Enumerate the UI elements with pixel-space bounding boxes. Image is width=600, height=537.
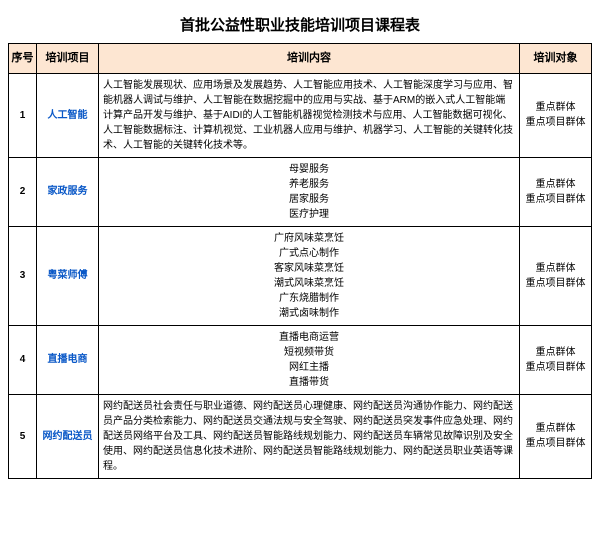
content-line: 客家风味菜烹饪 [103, 261, 515, 276]
header-content: 培训内容 [99, 44, 520, 74]
table-row: 4直播电商直播电商运营短视频带货网红主播直播带货重点群体重点项目群体 [9, 325, 592, 394]
course-table: 序号 培训项目 培训内容 培训对象 1人工智能人工智能发展现状、应用场景及发展趋… [8, 43, 592, 479]
cell-project: 网约配送员 [37, 394, 99, 478]
target-line: 重点项目群体 [524, 115, 587, 130]
cell-target: 重点群体重点项目群体 [520, 157, 592, 226]
target-line: 重点项目群体 [524, 276, 587, 291]
content-line: 直播带货 [103, 375, 515, 390]
cell-content: 人工智能发展现状、应用场景及发展趋势、人工智能应用技术、人工智能深度学习与应用、… [99, 73, 520, 157]
cell-seq: 1 [9, 73, 37, 157]
cell-target: 重点群体重点项目群体 [520, 394, 592, 478]
cell-content: 母婴服务养老服务居家服务医疗护理 [99, 157, 520, 226]
cell-target: 重点群体重点项目群体 [520, 325, 592, 394]
page-title: 首批公益性职业技能培训项目课程表 [8, 8, 592, 43]
header-project: 培训项目 [37, 44, 99, 74]
header-seq: 序号 [9, 44, 37, 74]
table-row: 1人工智能人工智能发展现状、应用场景及发展趋势、人工智能应用技术、人工智能深度学… [9, 73, 592, 157]
cell-seq: 4 [9, 325, 37, 394]
target-line: 重点群体 [524, 100, 587, 115]
content-line: 网约配送员社会责任与职业道德、网约配送员心理健康、网约配送员沟通协作能力、网约配… [103, 399, 515, 474]
cell-project: 粤菜师傅 [37, 226, 99, 325]
content-line: 人工智能发展现状、应用场景及发展趋势、人工智能应用技术、人工智能深度学习与应用、… [103, 78, 515, 153]
cell-target: 重点群体重点项目群体 [520, 73, 592, 157]
header-target: 培训对象 [520, 44, 592, 74]
content-line: 广式点心制作 [103, 246, 515, 261]
cell-project: 家政服务 [37, 157, 99, 226]
cell-target: 重点群体重点项目群体 [520, 226, 592, 325]
content-line: 短视频带货 [103, 345, 515, 360]
content-line: 潮式风味菜烹饪 [103, 276, 515, 291]
cell-project: 直播电商 [37, 325, 99, 394]
target-line: 重点群体 [524, 261, 587, 276]
cell-seq: 5 [9, 394, 37, 478]
content-line: 广府风味菜烹饪 [103, 231, 515, 246]
cell-seq: 2 [9, 157, 37, 226]
target-line: 重点群体 [524, 421, 587, 436]
target-line: 重点项目群体 [524, 192, 587, 207]
target-line: 重点项目群体 [524, 436, 587, 451]
content-line: 网红主播 [103, 360, 515, 375]
content-line: 居家服务 [103, 192, 515, 207]
table-row: 5网约配送员网约配送员社会责任与职业道德、网约配送员心理健康、网约配送员沟通协作… [9, 394, 592, 478]
content-line: 母婴服务 [103, 162, 515, 177]
cell-seq: 3 [9, 226, 37, 325]
target-line: 重点项目群体 [524, 360, 587, 375]
content-line: 医疗护理 [103, 207, 515, 222]
target-line: 重点群体 [524, 345, 587, 360]
header-row: 序号 培训项目 培训内容 培训对象 [9, 44, 592, 74]
cell-content: 网约配送员社会责任与职业道德、网约配送员心理健康、网约配送员沟通协作能力、网约配… [99, 394, 520, 478]
cell-project: 人工智能 [37, 73, 99, 157]
content-line: 养老服务 [103, 177, 515, 192]
target-line: 重点群体 [524, 177, 587, 192]
content-line: 潮式卤味制作 [103, 306, 515, 321]
content-line: 直播电商运营 [103, 330, 515, 345]
content-line: 广东烧腊制作 [103, 291, 515, 306]
table-row: 2家政服务母婴服务养老服务居家服务医疗护理重点群体重点项目群体 [9, 157, 592, 226]
cell-content: 直播电商运营短视频带货网红主播直播带货 [99, 325, 520, 394]
cell-content: 广府风味菜烹饪广式点心制作客家风味菜烹饪潮式风味菜烹饪广东烧腊制作潮式卤味制作 [99, 226, 520, 325]
table-row: 3粤菜师傅广府风味菜烹饪广式点心制作客家风味菜烹饪潮式风味菜烹饪广东烧腊制作潮式… [9, 226, 592, 325]
